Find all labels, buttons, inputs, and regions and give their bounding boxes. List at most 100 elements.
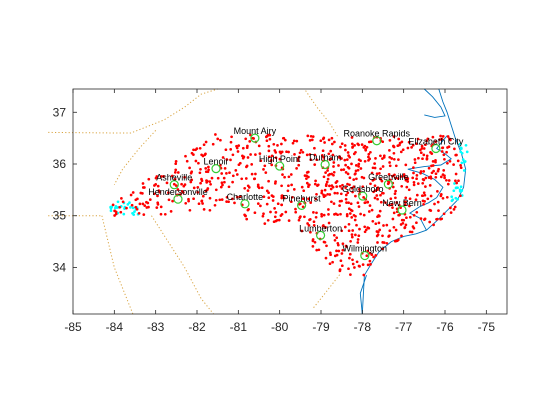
data-point: [214, 198, 218, 202]
data-point: [340, 187, 344, 190]
outside-data-point: [453, 182, 456, 185]
data-point: [323, 141, 326, 144]
data-point: [442, 212, 446, 216]
data-point: [159, 205, 163, 209]
data-point: [225, 172, 228, 175]
data-point: [300, 229, 304, 233]
data-point: [355, 260, 359, 264]
data-point: [114, 212, 118, 216]
data-point: [235, 173, 239, 176]
data-point: [374, 254, 378, 257]
data-point: [202, 208, 206, 211]
data-point: [313, 240, 317, 244]
data-point: [379, 200, 383, 204]
data-point: [306, 222, 309, 225]
data-point: [299, 148, 303, 152]
data-point: [392, 135, 396, 138]
data-point: [220, 198, 224, 201]
data-point: [378, 209, 382, 213]
data-point: [415, 221, 418, 225]
data-point: [445, 178, 448, 182]
data-point: [291, 195, 294, 199]
data-point: [403, 203, 407, 207]
data-point: [440, 137, 444, 141]
data-point: [345, 158, 349, 161]
data-point: [374, 222, 378, 226]
data-point: [216, 176, 220, 180]
data-point: [387, 173, 391, 176]
data-point: [336, 213, 339, 217]
data-point: [446, 161, 449, 165]
data-point: [425, 139, 429, 143]
data-point: [335, 249, 338, 253]
data-point: [393, 239, 397, 243]
data-point: [338, 204, 341, 207]
data-point: [370, 208, 374, 212]
outside-data-point: [133, 210, 136, 213]
data-point: [169, 210, 173, 213]
data-point: [405, 185, 409, 189]
data-point: [339, 145, 342, 149]
city-label: Hendersonville: [148, 187, 208, 197]
data-point: [310, 138, 314, 142]
data-point: [366, 263, 370, 267]
data-point: [379, 154, 382, 158]
data-point: [422, 153, 426, 157]
data-point: [326, 169, 329, 172]
data-point: [357, 162, 361, 166]
data-point: [324, 171, 327, 174]
data-point: [412, 226, 416, 230]
data-point: [315, 211, 318, 215]
data-point: [351, 258, 354, 262]
data-point: [360, 143, 364, 146]
data-point: [272, 142, 276, 146]
data-point: [254, 153, 257, 156]
data-point: [406, 146, 410, 150]
data-point: [422, 191, 426, 195]
data-point: [280, 196, 284, 200]
data-point: [406, 177, 409, 181]
data-point: [280, 203, 283, 207]
data-point: [173, 171, 177, 174]
data-point: [347, 229, 351, 233]
data-point: [192, 186, 196, 190]
outside-data-point: [459, 185, 463, 189]
data-point: [445, 195, 449, 199]
data-point: [373, 166, 377, 170]
data-point: [363, 144, 367, 148]
data-point: [316, 183, 320, 187]
data-point: [273, 215, 277, 219]
outside-points: [109, 142, 469, 216]
data-point: [423, 193, 427, 197]
data-point: [250, 163, 254, 166]
data-point: [340, 142, 344, 146]
y-tick-label: 37: [53, 105, 67, 119]
city-marker: [431, 143, 441, 154]
data-point: [206, 187, 210, 190]
data-point: [354, 194, 357, 198]
data-point: [378, 228, 382, 232]
data-point: [269, 159, 273, 163]
data-point: [352, 185, 356, 189]
data-point: [439, 193, 443, 196]
data-point: [392, 157, 396, 161]
data-point: [155, 206, 159, 209]
data-point: [348, 252, 352, 256]
data-point: [363, 230, 367, 234]
data-point: [350, 216, 354, 219]
data-point: [312, 220, 316, 224]
data-point: [190, 178, 194, 182]
data-point: [340, 168, 343, 172]
data-point: [388, 164, 392, 168]
data-point: [344, 197, 348, 201]
data-point: [174, 168, 178, 172]
city-marker: [240, 199, 250, 209]
data-point: [345, 201, 348, 204]
data-point: [428, 184, 432, 187]
data-point: [400, 184, 404, 188]
data-point: [441, 135, 445, 138]
data-point: [282, 136, 286, 140]
data-point: [367, 152, 371, 156]
city-marker: [173, 194, 183, 204]
